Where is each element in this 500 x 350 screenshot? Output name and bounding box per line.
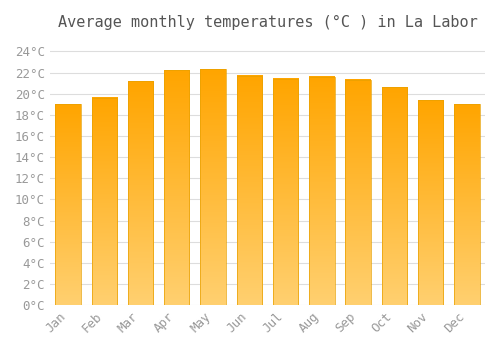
Bar [92,98,117,305]
Bar [128,81,153,305]
Bar [418,100,444,305]
Bar [273,79,298,305]
Bar [309,77,334,305]
Title: Average monthly temperatures (°C ) in La Labor: Average monthly temperatures (°C ) in La… [58,15,478,30]
Bar [200,69,226,305]
Bar [56,104,80,305]
Bar [454,104,479,305]
Bar [236,76,262,305]
Bar [164,70,190,305]
Bar [346,80,371,305]
Bar [382,88,407,305]
